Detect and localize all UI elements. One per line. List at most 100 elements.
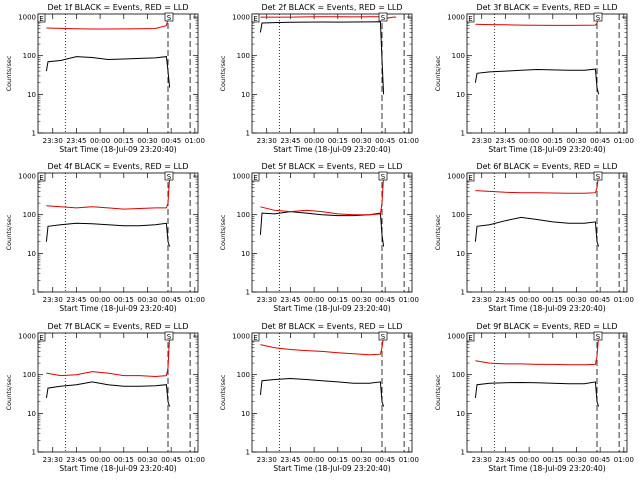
series-lld-line xyxy=(46,177,171,210)
plot-frame xyxy=(251,172,413,293)
x-tick-label: 00:00 xyxy=(304,296,324,304)
x-tick-label: 23:30 xyxy=(257,296,277,304)
y-tick-label: 1 xyxy=(461,449,465,457)
plot-frame xyxy=(251,13,413,134)
y-tick-label: 1000 xyxy=(447,333,465,341)
x-tick-label: 00:15 xyxy=(328,456,348,464)
marker-box-s-label: S xyxy=(596,14,601,22)
plot-frame xyxy=(466,332,628,453)
series-events-line xyxy=(474,68,600,95)
y-axis-label: Counts/sec xyxy=(5,214,13,250)
marker-box-s-label: S xyxy=(381,173,386,181)
x-axis-label: Start Time (18-Jul-09 23:20:40) xyxy=(273,304,390,313)
panel-det-3: Det 3f BLACK = Events, RED = LLD 1 10 100 10… xyxy=(434,3,634,154)
x-tick-label: 00:30 xyxy=(351,296,371,304)
series-events-line xyxy=(259,211,385,247)
marker-box-e-label: E xyxy=(39,174,43,182)
y-tick-label: 1000 xyxy=(447,14,465,22)
marker-box-e xyxy=(251,332,260,342)
y-tick-label: 1000 xyxy=(18,173,36,181)
y-tick-label: 1000 xyxy=(18,14,36,22)
x-tick-label: 00:15 xyxy=(114,456,134,464)
marker-box-s xyxy=(378,171,388,181)
x-tick-label: 00:15 xyxy=(328,137,348,145)
series-lld-line xyxy=(260,176,385,216)
marker-box-s-label: S xyxy=(381,14,386,22)
y-tick-label: 1 xyxy=(32,130,36,138)
x-tick-label: 00:30 xyxy=(351,456,371,464)
marker-box-s xyxy=(593,331,603,341)
x-tick-label: 00:00 xyxy=(304,456,324,464)
x-tick-label: 00:30 xyxy=(137,137,157,145)
marker-box-e-label: E xyxy=(468,15,472,23)
x-tick-label: 00:15 xyxy=(114,137,134,145)
marker-box-e xyxy=(37,332,46,342)
x-tick-label: 01:00 xyxy=(399,456,419,464)
x-tick-label: 01:00 xyxy=(399,137,419,145)
x-tick-label: 00:45 xyxy=(375,137,395,145)
y-tick-label: 10 xyxy=(27,91,36,99)
series-events-line xyxy=(45,56,171,88)
panel-title: Det 3f BLACK = Events, RED = LLD xyxy=(476,3,617,12)
y-tick-label: 1000 xyxy=(232,173,250,181)
plot-frame xyxy=(466,13,628,134)
y-axis-label: Counts/sec xyxy=(219,214,227,250)
panel-det-2: Det 2f BLACK = Events, RED = LLD 1 10 100 10… xyxy=(219,3,419,154)
x-tick-label: 23:30 xyxy=(472,296,492,304)
x-axis-label: Start Time (18-Jul-09 23:20:40) xyxy=(59,304,176,313)
panel-title: Det 2f BLACK = Events, RED = LLD xyxy=(261,3,402,12)
x-tick-label: 00:45 xyxy=(161,137,181,145)
marker-box-e-label: E xyxy=(468,174,472,182)
x-tick-label: 01:00 xyxy=(185,137,205,145)
series-lld-line xyxy=(260,336,385,356)
plot-frame xyxy=(251,332,413,453)
y-tick-label: 1000 xyxy=(232,333,250,341)
x-tick-label: 00:30 xyxy=(566,137,586,145)
x-tick-label: 23:30 xyxy=(43,296,63,304)
x-tick-label: 23:30 xyxy=(43,456,63,464)
marker-box-s xyxy=(378,331,388,341)
panel-det-1: Det 1f BLACK = Events, RED = LLD 1 10 100 10… xyxy=(5,3,205,154)
x-axis-label: Start Time (18-Jul-09 23:20:40) xyxy=(488,304,605,313)
y-axis-label: Counts/sec xyxy=(5,55,13,91)
x-tick-label: 00:15 xyxy=(543,137,563,145)
marker-box-s xyxy=(593,171,603,181)
x-tick-label: 00:15 xyxy=(543,296,563,304)
y-tick-label: 1 xyxy=(246,130,250,138)
x-tick-label: 00:15 xyxy=(543,456,563,464)
panel-title: Det 6f BLACK = Events, RED = LLD xyxy=(476,162,617,171)
marker-box-s-label: S xyxy=(167,333,172,341)
y-tick-label: 1 xyxy=(32,449,36,457)
y-tick-label: 1 xyxy=(32,289,36,297)
panel-det-4: Det 4f BLACK = Events, RED = LLD 1 10 100 10… xyxy=(5,162,205,313)
panel-det-8: Det 8f BLACK = Events, RED = LLD 1 10 100 10… xyxy=(219,322,419,473)
marker-box-s-label: S xyxy=(167,14,172,22)
x-tick-label: 00:15 xyxy=(114,296,134,304)
x-tick-label: 23:45 xyxy=(66,296,86,304)
y-axis-label: Counts/sec xyxy=(434,374,442,410)
series-lld-line xyxy=(46,336,171,378)
y-tick-label: 100 xyxy=(23,211,36,219)
x-tick-label: 23:45 xyxy=(280,296,300,304)
x-tick-label: 00:30 xyxy=(566,296,586,304)
x-tick-label: 23:30 xyxy=(472,456,492,464)
marker-box-e-label: E xyxy=(253,174,257,182)
x-tick-label: 00:00 xyxy=(90,137,110,145)
x-tick-label: 23:45 xyxy=(66,456,86,464)
x-tick-label: 00:45 xyxy=(590,296,610,304)
y-tick-label: 1 xyxy=(461,130,465,138)
x-tick-label: 01:00 xyxy=(185,296,205,304)
x-tick-label: 23:45 xyxy=(66,137,86,145)
marker-box-s-label: S xyxy=(596,333,601,341)
y-tick-label: 10 xyxy=(456,410,465,418)
y-tick-label: 10 xyxy=(241,410,250,418)
marker-box-s-label: S xyxy=(167,173,172,181)
y-tick-label: 1000 xyxy=(232,14,250,22)
x-axis-label: Start Time (18-Jul-09 23:20:40) xyxy=(59,145,176,154)
series-lld-line xyxy=(46,16,170,30)
y-tick-label: 10 xyxy=(27,250,36,258)
panel-title: Det 1f BLACK = Events, RED = LLD xyxy=(47,3,188,12)
marker-box-e xyxy=(37,13,46,23)
